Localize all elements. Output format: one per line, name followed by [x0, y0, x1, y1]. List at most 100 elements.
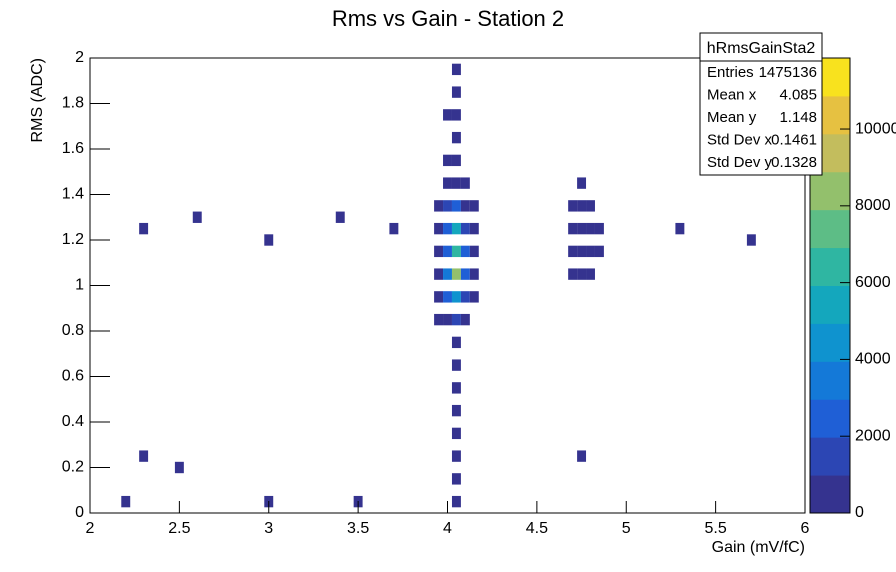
heatmap-cell [469, 268, 479, 280]
heatmap-cell [139, 222, 149, 235]
heatmap-cell [568, 200, 578, 212]
stats-label: Mean x [707, 86, 757, 103]
heatmap-cell [594, 245, 604, 258]
heatmap-cell [577, 268, 587, 280]
heatmap-cell [451, 268, 461, 280]
x-axis-label: Gain (mV/fC) [712, 539, 805, 556]
stats-value: 4.085 [779, 86, 817, 103]
heatmap-cell [434, 291, 444, 303]
heatmap-cell [746, 234, 756, 246]
heatmap-cell [460, 200, 470, 212]
heatmap-cell [443, 109, 452, 121]
heatmap-cell [451, 109, 461, 121]
x-tick-label: 3.5 [347, 520, 369, 537]
heatmap-cell [451, 359, 461, 371]
heatmap-cell [451, 245, 461, 258]
heatmap-cell [451, 336, 461, 349]
heatmap-cell [577, 245, 587, 258]
heatmap-cell [451, 427, 461, 440]
heatmap-cell [335, 211, 345, 223]
heatmap-cell [451, 404, 461, 417]
colorbar-band [810, 361, 850, 400]
heatmap-cell [586, 200, 595, 212]
y-tick-label: 2 [75, 49, 84, 66]
stats-value: 0.1461 [771, 131, 817, 148]
heatmap-cell [451, 86, 461, 98]
heatmap-cell [434, 268, 444, 280]
z-tick-label: 2000 [855, 427, 891, 444]
heatmap-cell [568, 268, 578, 280]
heatmap-cell [451, 450, 461, 462]
heatmap-cell [451, 131, 461, 144]
y-axis-label: RMS (ADC) [29, 58, 46, 142]
stats-value: 1.148 [779, 109, 817, 126]
heatmap-cell [139, 450, 149, 462]
heatmap-cell [460, 291, 470, 303]
x-tick-label: 5 [622, 520, 631, 537]
heatmap-cell [434, 313, 444, 326]
heatmap-cell [675, 222, 685, 235]
heatmap-cell [192, 211, 202, 223]
heatmap-cell [443, 154, 452, 167]
heatmap-cell [460, 177, 470, 189]
x-tick-label: 6 [801, 520, 810, 537]
stats-box [699, 32, 823, 176]
y-tick-label: 0.6 [62, 368, 84, 385]
z-tick-label: 8000 [855, 197, 891, 214]
heatmap-cell [389, 222, 399, 235]
heatmap-cell [434, 200, 444, 212]
heatmap-cell [264, 234, 274, 246]
colorbar-band [810, 475, 850, 514]
heatmap-cell [577, 200, 587, 212]
y-tick-label: 0.2 [62, 459, 84, 476]
heatmap-cell [577, 450, 587, 462]
y-tick-label: 1.2 [62, 231, 84, 248]
colorbar-band [810, 323, 850, 362]
heatmap-cell [443, 291, 452, 303]
colorbar-band [810, 285, 850, 324]
plot-frame [89, 57, 806, 514]
heatmap-cell [451, 177, 461, 189]
heatmap-cell [568, 222, 578, 235]
heatmap-cell [586, 268, 595, 280]
x-tick-label: 2.5 [168, 520, 190, 537]
y-tick-label: 0.8 [62, 322, 84, 339]
colorbar-band [810, 437, 850, 476]
heatmap-cell [469, 291, 479, 303]
y-tick-label: 1.6 [62, 140, 84, 157]
heatmap-cell [460, 268, 470, 280]
heatmap-cell [434, 222, 444, 235]
z-tick-label: 4000 [855, 351, 891, 368]
y-tick-label: 1.8 [62, 95, 84, 112]
z-tick-label: 0 [855, 504, 864, 521]
heatmap-cell [451, 222, 461, 235]
stats-label: Mean y [707, 109, 757, 126]
heatmap-cell [460, 222, 470, 235]
heatmap-cell [469, 245, 479, 258]
x-tick-label: 4 [443, 520, 452, 537]
stats-title: hRmsGainSta2 [707, 40, 816, 57]
stats-label: Entries [707, 64, 754, 81]
x-tick-label: 5.5 [705, 520, 727, 537]
heatmap-cell [443, 268, 452, 280]
heatmap-cell [451, 63, 461, 76]
y-tick-label: 0.4 [62, 413, 84, 430]
z-tick-label: 10000 [855, 120, 896, 137]
heatmap-cell [451, 382, 461, 394]
z-tick-label: 6000 [855, 274, 891, 291]
y-tick-label: 1.4 [62, 186, 84, 203]
heatmap-cell [469, 200, 479, 212]
heatmap-cell [460, 245, 470, 258]
heatmap-cell [568, 245, 578, 258]
heatmap-cell [577, 177, 587, 189]
colorbar-band [810, 171, 850, 211]
heatmap-cell [451, 495, 461, 508]
stats-label: Std Dev y [707, 154, 773, 171]
heatmap-cell [443, 222, 452, 235]
heatmap-cell [586, 222, 595, 235]
x-tick-label: 3 [264, 520, 273, 537]
heatmap-cell [174, 461, 184, 474]
heatmap-cell [443, 177, 452, 189]
colorbar-band [810, 209, 850, 249]
